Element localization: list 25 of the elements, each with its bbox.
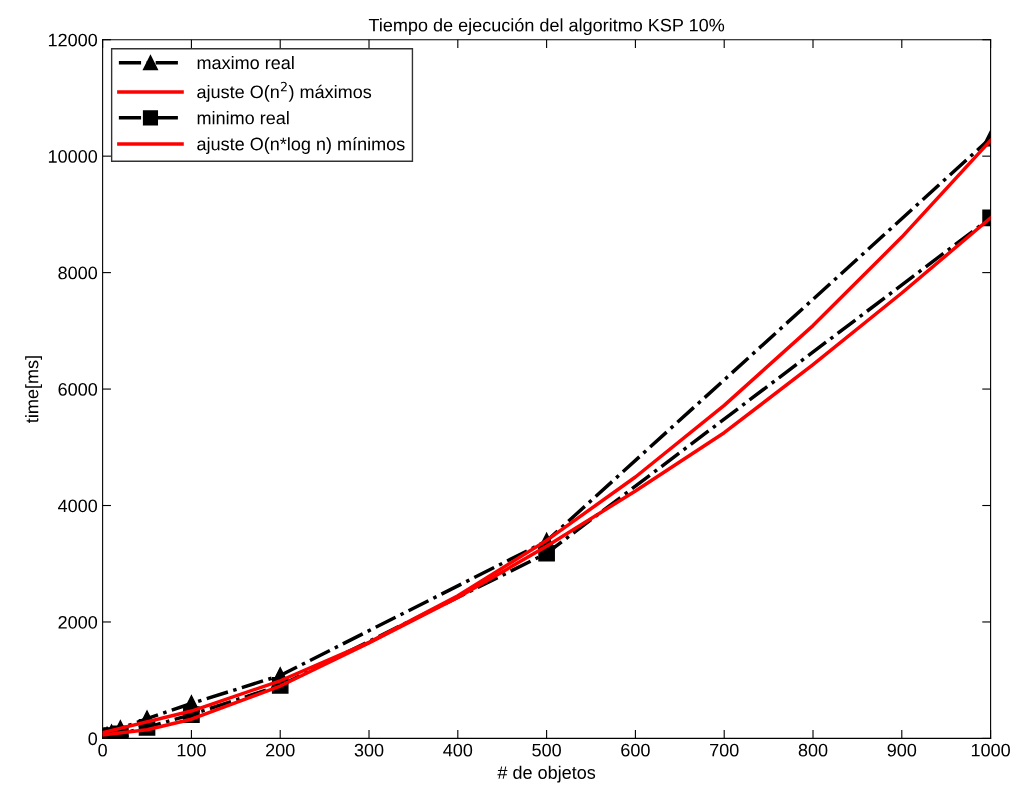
x-tick-label: 100	[177, 743, 206, 757]
x-tick-label: 0	[98, 743, 107, 757]
x-tick-label: 800	[798, 743, 828, 757]
x-tick-label: 500	[532, 743, 561, 757]
x-axis-title: # de objetos	[497, 765, 596, 783]
y-tick-label: 2000	[58, 615, 98, 629]
y-tick-label: 6000	[58, 382, 98, 396]
x-tick-label: 700	[710, 743, 739, 757]
y-tick-label: 0	[88, 732, 98, 746]
legend-label: minimo real	[197, 111, 289, 125]
x-tick-label: 1000	[971, 743, 1010, 757]
x-tick-label: 600	[621, 743, 650, 757]
y-tick-label: 8000	[58, 266, 98, 280]
legend-label: maximo real	[197, 55, 294, 70]
chart-title: Tiempo de ejecución del algoritmo KSP 10%	[368, 18, 725, 36]
y-tick-label: 4000	[58, 499, 98, 513]
legend-label: ajuste O(n$^{2}$) máximos	[197, 81, 372, 102]
y-axis-title: time[ms]	[25, 356, 42, 423]
legend-label: ajuste O(n*log n) mínimos	[197, 136, 405, 154]
x-tick-label: 900	[887, 743, 917, 757]
y-tick-label: 12000	[48, 33, 98, 47]
x-tick-label: 200	[266, 743, 295, 757]
x-tick-label: 400	[443, 743, 473, 757]
y-tick-label: 10000	[48, 150, 98, 163]
x-tick-label: 300	[354, 743, 384, 757]
